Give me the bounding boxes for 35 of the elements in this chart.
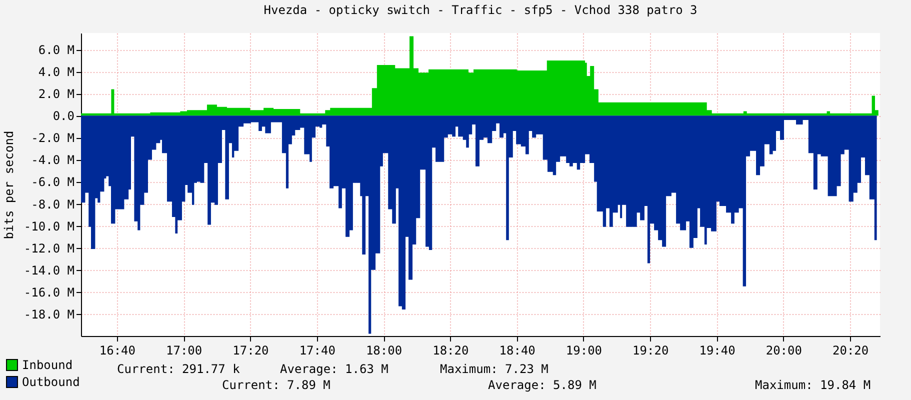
x-tick-label: 18:40 xyxy=(499,344,536,358)
y-tick-label: -4.0 M xyxy=(31,153,74,168)
chart-title: Hvezda - opticky switch - Traffic - sfp5 - Vchod 338 patro 3 xyxy=(264,3,698,17)
text: Average: 5.89 M xyxy=(488,378,596,392)
y-tick-label: -16.0 M xyxy=(24,285,74,300)
text: Maximum: 7.23 M xyxy=(440,362,548,376)
x-tick-label: 18:00 xyxy=(366,344,402,358)
y-tick-label: -12.0 M xyxy=(24,241,74,256)
text: Maximum: 19.84 M xyxy=(755,378,871,392)
x-tick-label: 19:00 xyxy=(566,344,602,358)
x-tick-label: 18:20 xyxy=(432,344,469,358)
y-axis-title: bits per second xyxy=(2,130,16,240)
y-tick-label: -8.0 M xyxy=(31,197,74,212)
x-tick-label: 20:20 xyxy=(832,344,869,358)
x-tick-label: 16:40 xyxy=(99,344,136,358)
x-tick-label: 19:40 xyxy=(699,344,736,358)
y-tick-label: 4.0 M xyxy=(38,65,74,80)
legend-label: Outbound xyxy=(22,375,80,389)
x-tick-label: 17:40 xyxy=(299,344,336,358)
text: Current: 291.77 k xyxy=(117,362,240,376)
legend-label: Inbound xyxy=(22,358,73,372)
y-tick-label: 6.0 M xyxy=(38,43,74,58)
x-tick-label: 19:20 xyxy=(632,344,669,358)
y-tick-label: -6.0 M xyxy=(31,175,74,190)
y-tick-label: -14.0 M xyxy=(24,263,74,278)
y-tick-label: 0.0 xyxy=(52,109,74,124)
text: Current: 7.89 M xyxy=(222,378,330,392)
x-tick-label: 17:20 xyxy=(232,344,269,358)
y-tick-label: -2.0 M xyxy=(31,131,74,146)
y-tick-label: 2.0 M xyxy=(38,87,74,102)
x-tick-label: 17:00 xyxy=(166,344,202,358)
y-tick-label: -10.0 M xyxy=(24,219,74,234)
x-tick-label: 20:00 xyxy=(766,344,802,358)
y-tick-label: -18.0 M xyxy=(24,307,74,322)
text: Average: 1.63 M xyxy=(280,362,388,376)
